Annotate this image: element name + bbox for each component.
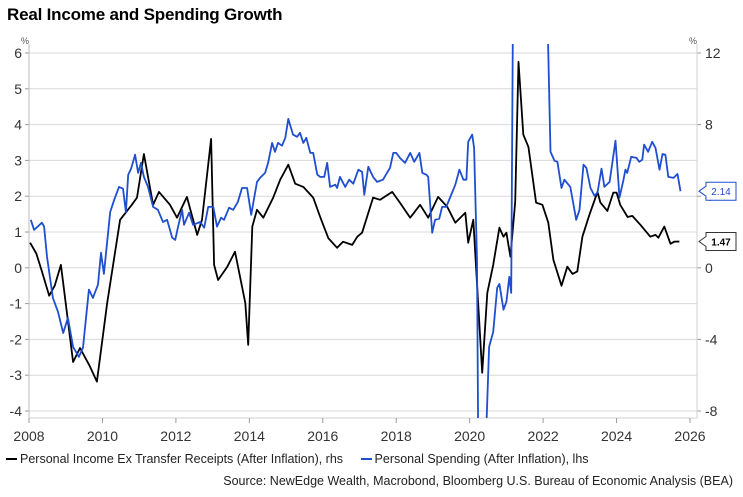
- left-tick-label: 2: [14, 188, 22, 204]
- left-tick-label: 5: [14, 81, 22, 97]
- last-value-tag-income: [698, 231, 737, 251]
- x-tick-label: 2016: [307, 428, 338, 444]
- source-note: Source: NewEdge Wealth, Macrobond, Bloom…: [223, 474, 733, 488]
- last-value-label-income: 1.47: [711, 237, 731, 248]
- left-axis-unit: %: [21, 36, 29, 46]
- x-tick-label: 2018: [381, 428, 412, 444]
- legend-swatch-spending: [360, 457, 372, 460]
- left-tick-label: -2: [10, 331, 23, 347]
- legend-label-spending: Personal Spending (After Inflation), lhs: [374, 452, 589, 466]
- x-tick-label: 2014: [234, 428, 265, 444]
- left-tick-label: 0: [14, 260, 22, 276]
- right-tick-label: 8: [705, 117, 713, 133]
- legend-swatch-income: [6, 457, 17, 460]
- left-tick-label: -1: [10, 296, 23, 312]
- x-tick-label: 2008: [13, 428, 44, 444]
- last-value-tags: 1.47 2.14: [698, 181, 737, 251]
- left-tick-label: -3: [10, 367, 23, 383]
- legend-item-spending: Personal Spending (After Inflation), lhs: [360, 452, 589, 466]
- series-line-spending: [29, 44, 682, 418]
- x-tick-label: 2010: [87, 428, 118, 444]
- x-tick-label: 2026: [674, 428, 705, 444]
- right-axis-unit: %: [689, 36, 697, 46]
- x-tick-label: 2024: [601, 428, 632, 444]
- left-tick-label: 1: [14, 224, 22, 240]
- series-lines: [29, 44, 682, 418]
- x-tick-label: 2012: [160, 428, 191, 444]
- x-tick-label: 2022: [528, 428, 559, 444]
- series-line-income: [29, 61, 680, 383]
- gridlines: [29, 52, 697, 412]
- legend-item-income: Personal Income Ex Transfer Receipts (Af…: [6, 452, 343, 466]
- left-tick-label: 3: [14, 152, 22, 168]
- left-tick-label: 6: [14, 45, 22, 61]
- last-value-tag-spending: [698, 181, 737, 201]
- right-tick-label: -4: [705, 331, 718, 347]
- right-tick-label: -8: [705, 403, 718, 419]
- x-tick-label: 2020: [454, 428, 485, 444]
- left-tick-label: -4: [10, 403, 23, 419]
- left-tick-label: 4: [14, 117, 22, 133]
- right-tick-label: 0: [705, 260, 713, 276]
- last-value-label-spending: 2.14: [711, 187, 731, 198]
- right-tick-label: 12: [705, 45, 721, 61]
- chart-title: Real Income and Spending Growth: [7, 5, 283, 24]
- legend: Personal Income Ex Transfer Receipts (Af…: [6, 452, 603, 466]
- legend-label-income: Personal Income Ex Transfer Receipts (Af…: [20, 452, 344, 466]
